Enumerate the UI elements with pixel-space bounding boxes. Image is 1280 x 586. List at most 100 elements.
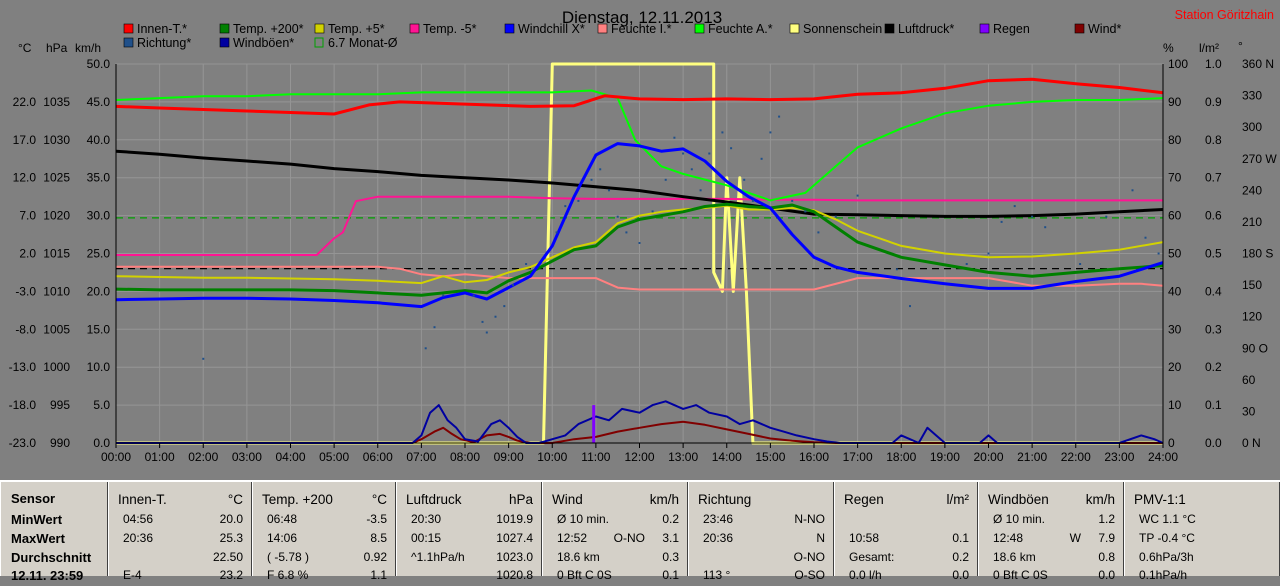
stats-cell-time: Ø 10 min. [993,512,1046,526]
station-label: Station Göritzhain [1175,8,1274,22]
stats-cell-value: 1023.0 [496,550,533,564]
column-header: Luftdruck [406,492,462,507]
stats-cell-value: N-NO [794,512,825,526]
direction-point [564,205,567,208]
y-tick-label-kmh: 35.0 [87,171,111,185]
unit-lm2: l/m² [1199,41,1219,55]
stats-cell-value: 1.1 [370,568,387,582]
y-tick-label-deg: 240 [1242,183,1262,197]
y-tick-label-percent: 60 [1168,209,1182,223]
direction-point [1013,205,1016,208]
series-line [115,204,1164,285]
column-header: Temp. +200 [262,492,333,507]
legend-label: Innen-T.* [137,22,187,36]
y-tick-label-hpa: 1030 [43,133,70,147]
stats-cell-time: E-4 [123,568,142,582]
reference-lines [116,217,1163,270]
chart-title: Dienstag, 12.11.2013 [562,8,722,27]
y-tick-label-hpa: 1020 [43,209,70,223]
stats-row: 14:06 8.5 [253,531,395,549]
direction-point [909,305,911,308]
y-tick-label-celsius: -13.0 [9,360,37,374]
direction-point [1144,236,1147,239]
x-tick-label: 01:00 [145,450,175,464]
y-tick-label-hpa: 995 [50,398,70,412]
y-tick-label-deg: 60 [1242,373,1256,387]
y-tick-label-celsius: 17.0 [13,133,37,147]
stats-row: 18.6 km 0.3 [543,550,687,568]
x-tick-label: 07:00 [406,450,436,464]
x-tick-label: 05:00 [319,450,349,464]
legend-label: Feuchte I.* [611,22,672,36]
direction-point [599,168,602,171]
stats-cell-value: 0.1 [662,568,679,582]
direction-point [616,215,619,218]
stats-cell-value: 0.2 [662,512,679,526]
stats-column: Temp. +200 °C 06:48 -3.5 14:06 8.5 ( -5.78 ) 0.… [252,482,396,582]
direction-point [577,199,580,202]
stats-column: Innen-T. °C 04:56 20.0 20:36 25.3 22.50 E-4 23.2 [108,482,252,582]
stats-row: 20:36 N [689,531,833,549]
y-tick-label-lm2: 0.3 [1205,322,1222,336]
stats-cell-time: 12:48 [993,531,1024,545]
column-unit: l/m² [946,492,970,507]
stats-row: 1020.8 [397,568,541,586]
stats-column: Windböen km/h Ø 10 min. 1.2 12:48 W 7.9 18.6 km… [978,482,1124,582]
legend-swatch [1074,23,1085,34]
stats-row: ( -5.78 ) 0.92 [253,550,395,568]
stats-row: 18.6 km 0.8 [979,550,1123,568]
stats-row: F 6.8 % 1.1 [253,568,395,586]
stats-cell-time: 0.0 l/h [849,568,882,582]
y-tick-label-deg: 330 [1242,89,1262,103]
series-line [115,77,1164,116]
column-unit: °C [227,492,243,507]
stats-row: 0.6hPa/3h [1125,550,1279,568]
y-tick-label-hpa: 1000 [43,360,70,374]
legend-label: Sonnenschein [803,22,882,36]
stats-cell-time: 00:15 [411,531,442,545]
stats-cell-time: 20:36 [703,531,734,545]
stats-column: Luftdruck hPa 20:30 1019.9 00:15 1027.4 ^1.1hP… [396,482,542,582]
legend-label: Temp. +5* [328,22,385,36]
x-tick-label: 09:00 [494,450,524,464]
direction-point [442,294,445,297]
stats-cell-value: 0.8 [1098,550,1115,564]
x-tick-label: 19:00 [930,450,960,464]
y-tick-label-percent: 40 [1168,284,1182,298]
y-tick-label-kmh: 40.0 [87,133,111,147]
y-tick-label-celsius: -3.0 [15,284,36,298]
stats-cell-time: 0 Bft C 0S [557,568,612,582]
stats-cell-time: 06:48 [267,512,298,526]
stats-row: 23:46 N-NO [689,512,833,530]
stats-cell-time: WC 1.1 °C [1139,512,1196,526]
y-tick-label-lm2: 0.6 [1205,209,1222,223]
stats-row: 04:56 20.0 [109,512,251,530]
column-header: PMV-1:1 [1134,492,1186,507]
weather-chart: 00:00 01:00 02:00 03:00 04:00 05:00 06:00 07:00… [9,8,1278,464]
axes: 00:00 01:00 02:00 03:00 04:00 05:00 06:00 07:00… [9,57,1278,464]
direction-point [503,305,506,308]
x-tick-label: 22:00 [1061,450,1091,464]
y-tick-label-percent: 30 [1168,322,1182,336]
y-tick-label-lm2: 0.9 [1205,95,1222,109]
stats-cell-time: F 6.8 % [267,568,309,582]
row-label-max: MaxWert [11,531,65,546]
stats-row: WC 1.1 °C [1125,512,1279,530]
stats-cell-value: 3.1 [662,531,679,545]
direction-point [708,152,711,155]
stats-cell-extra: W [1069,531,1081,545]
y-tick-label-kmh: 5.0 [93,398,110,412]
x-tick-label: 06:00 [363,450,393,464]
y-tick-label-deg: 120 [1242,310,1262,324]
column-unit: hPa [508,492,533,507]
direction-point [804,210,807,213]
x-tick-label: 08:00 [450,450,480,464]
direction-point [690,168,693,171]
y-tick-label-celsius: 22.0 [13,95,37,109]
direction-point [1131,189,1134,192]
legend-swatch [789,23,800,34]
y-tick-label-hpa: 1015 [43,247,70,261]
legend-label: 6.7 Monat-Ø [328,36,398,50]
stats-cell-value: 0.0 [952,568,969,582]
stats-row: 20:36 25.3 [109,531,251,549]
